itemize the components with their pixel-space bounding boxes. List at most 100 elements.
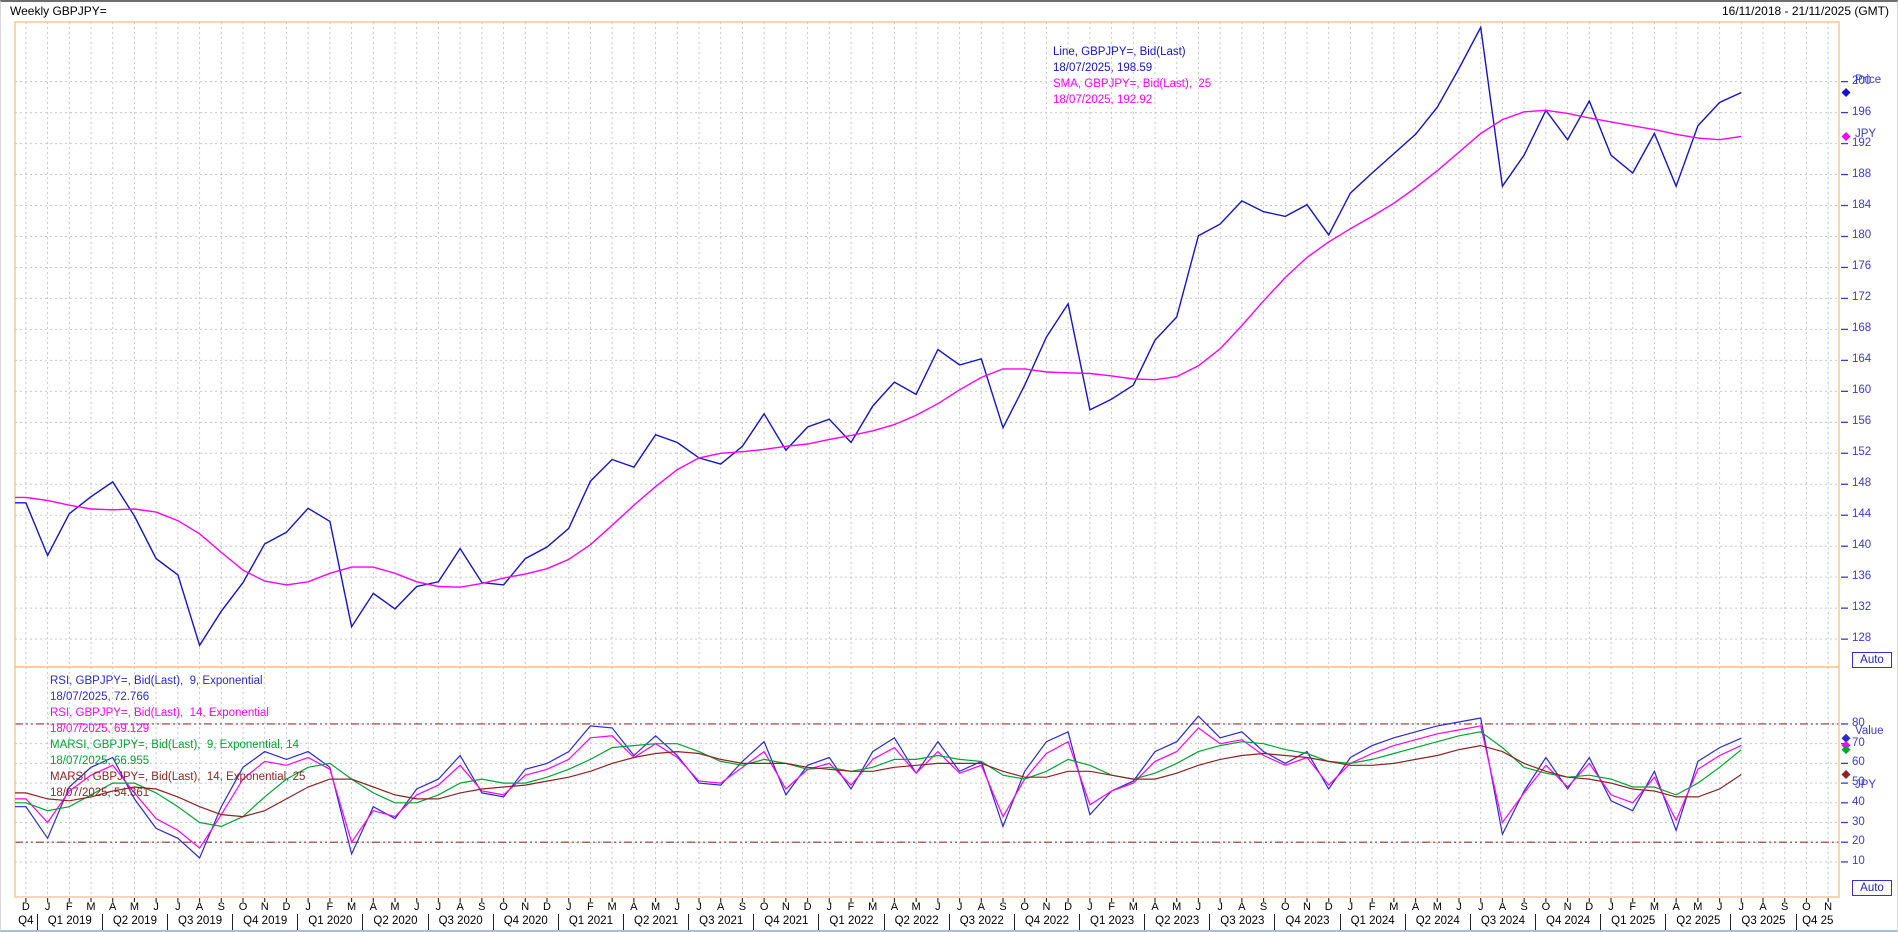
month-tick-label: M [911, 901, 921, 913]
month-tick-label: A [1411, 901, 1420, 913]
quarter-label: Q3 2020 [427, 914, 493, 930]
price-axis-last-value-marker [1841, 88, 1851, 98]
month-tick-label: A [1151, 901, 1159, 913]
quarter-label: Q2 2019 [101, 914, 167, 930]
month-tick-label: M [1432, 901, 1442, 913]
month-tick-label: O [1802, 901, 1811, 913]
value-axis-tick-label: 20 [1852, 835, 1865, 848]
value-legend-line: 18/07/2025, 66.955 [50, 755, 150, 767]
month-tick-label: A [890, 901, 899, 913]
month-tick-label: S [738, 901, 747, 913]
price-panel-plot-area[interactable] [15, 22, 1839, 667]
month-tick-label: F [65, 901, 73, 913]
quarter-label: Q4 2022 [1013, 914, 1079, 930]
price-axis-tick-label: 184 [1852, 198, 1872, 211]
month-tick-label: N [260, 901, 269, 913]
value-legend-line: RSI, GBPJPY=, Bid(Last), 14, Exponential [50, 707, 269, 719]
value-axis-auto-button[interactable]: Auto [1852, 880, 1892, 896]
marsi-line [15, 731, 1742, 828]
month-tick-label: J [44, 901, 51, 913]
quarter-label: Q2 2020 [362, 914, 427, 930]
price-axis-tick-label: 144 [1852, 508, 1872, 521]
month-tick-label: J [956, 901, 963, 913]
month-tick-label: N [1042, 901, 1051, 913]
month-tick-label: N [1303, 901, 1311, 913]
month-tick-label: N [1563, 901, 1572, 913]
value-axis-last-value-marker [1841, 769, 1851, 779]
value-axis-tick-label: 60 [1852, 756, 1865, 769]
quarter-label: Q3 2023 [1209, 914, 1274, 930]
sma-line [15, 109, 1742, 588]
value-axis-tick-label: 50 [1852, 776, 1865, 789]
price-axis-tick-label: 164 [1852, 353, 1872, 366]
rsi-line [15, 725, 1742, 849]
price-axis-tick-label: 168 [1852, 322, 1872, 335]
price-axis-tick-label: 152 [1852, 446, 1872, 459]
quarter-label: Q2 2025 [1665, 914, 1730, 930]
month-tick-label: S [1520, 901, 1528, 913]
month-tick-label: D [543, 901, 551, 913]
value-panel-border [14, 666, 1840, 898]
price-legend-line: Line, GBPJPY=, Bid(Last) [1053, 46, 1186, 58]
price-legend-line: SMA, GBPJPY=, Bid(Last), 25 [1053, 78, 1212, 90]
value-legend-line: RSI, GBPJPY=, Bid(Last), 9, Exponential [50, 675, 263, 687]
month-tick-label: A [369, 901, 377, 913]
month-tick-label: A [1498, 901, 1507, 913]
quarter-label: Q4 2019 [232, 914, 297, 930]
value-axis-tick-label: 10 [1852, 854, 1865, 867]
month-tick-label: J [674, 901, 681, 913]
price-axis-tick-label: 132 [1852, 601, 1872, 614]
price-axis-auto-button[interactable]: Auto [1852, 652, 1892, 668]
price-axis-tick-label: 172 [1852, 291, 1872, 304]
price-axis-tick-label: 180 [1852, 229, 1872, 242]
value-axis-last-value-marker [1841, 745, 1851, 755]
value-legend-line: MARSI, GBPJPY=, Bid(Last), 14, Exponenti… [50, 771, 306, 783]
quarter-label: Q1 2022 [818, 914, 883, 930]
month-tick-label: S [478, 901, 486, 913]
quarter-label: Q2 2023 [1144, 914, 1209, 930]
price-axis-unit-line1: Price [1855, 74, 1882, 86]
month-tick-label: J [175, 901, 181, 913]
quarter-label: Q3 2019 [167, 914, 232, 930]
value-axis-tick-label: 70 [1852, 736, 1865, 749]
value-legend-line: 18/07/2025, 69.129 [50, 723, 150, 735]
month-tick-label: O [238, 901, 248, 913]
quarter-label: Q3 2021 [688, 914, 753, 930]
month-tick-label: M [346, 901, 357, 913]
month-tick-label: M [1389, 901, 1399, 913]
month-tick-label: J [1608, 901, 1614, 913]
month-tick-label: J [935, 901, 941, 913]
month-tick-label: D [282, 901, 291, 913]
month-tick-label: N [781, 901, 790, 913]
quarter-label: Q3 2024 [1469, 914, 1535, 930]
month-tick-label: J [565, 901, 572, 913]
month-tick-label: A [717, 901, 725, 913]
value-axis-tick-label: 30 [1852, 815, 1865, 828]
chart-title: Weekly GBPJPY= [10, 4, 107, 18]
month-tick-label: A [456, 901, 464, 913]
month-tick-label: J [1456, 901, 1462, 913]
month-tick-label: J [1217, 901, 1223, 913]
month-tick-label: D [1585, 901, 1594, 913]
quarter-label: Q4 25 [1795, 914, 1839, 930]
price-legend-line: 18/07/2025, 192.92 [1053, 94, 1153, 106]
quarter-label: Q4 18 [18, 915, 34, 927]
value-axis-unit-label: Value JPY [1855, 686, 1884, 830]
quarter-label: Q4 2024 [1535, 914, 1600, 930]
month-tick-label: M [650, 901, 661, 913]
quarter-label: Q1 2025 [1600, 914, 1665, 930]
price-axis-tick-label: 192 [1852, 136, 1872, 149]
quarter-label: Q4 2023 [1274, 914, 1339, 930]
month-tick-label: F [1108, 901, 1115, 913]
price-axis-tick-label: 188 [1852, 167, 1872, 180]
quarter-label: Q2 2024 [1404, 914, 1470, 930]
month-tick-label: J [413, 901, 420, 913]
rsi-line [15, 715, 1742, 860]
value-panel-legend: RSI, GBPJPY=, Bid(Last), 9, Exponential 1… [50, 673, 305, 801]
month-tick-label: J [1087, 901, 1093, 913]
quarter-label: Q3 2025 [1730, 914, 1795, 930]
month-tick-label: S [1781, 901, 1789, 913]
month-tick-label: M [86, 901, 96, 913]
